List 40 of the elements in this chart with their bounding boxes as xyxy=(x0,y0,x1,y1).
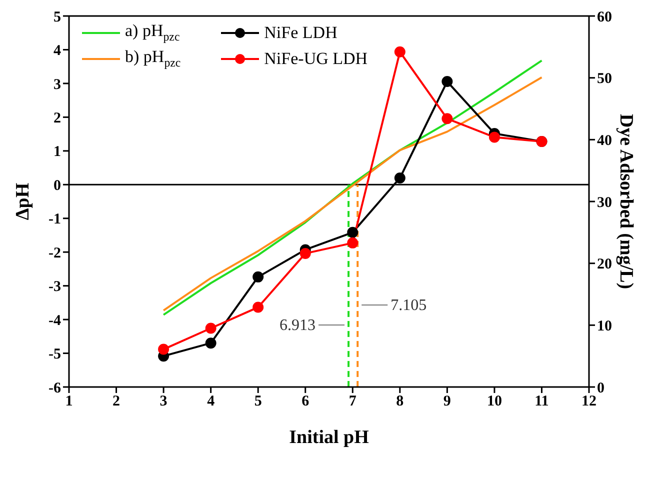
y-tick-label: -5 xyxy=(48,346,61,363)
legend-label: NiFe LDH xyxy=(264,23,338,42)
y-tick-label: -4 xyxy=(48,312,62,329)
y2-tick-label: 40 xyxy=(597,132,612,149)
y-tick-label: -3 xyxy=(48,279,61,296)
x-axis-title: Initial pH xyxy=(289,427,370,448)
y-tick-label: 5 xyxy=(54,9,61,26)
y-tick-label: -1 xyxy=(48,212,61,228)
x-tick-label: 1 xyxy=(65,394,73,410)
x-tick-label: 3 xyxy=(160,394,168,410)
legend-label: b) pH$_{pzc}$ xyxy=(125,47,181,70)
x-tick-label: 5 xyxy=(254,394,262,410)
x-tick-label: 4 xyxy=(207,394,216,410)
y2-tick-label: 60 xyxy=(597,9,612,26)
y-tick-label: -6 xyxy=(48,380,62,396)
x-tick-label: 2 xyxy=(112,394,120,410)
y2-tick-label: 50 xyxy=(597,71,612,88)
x-tick-label: 8 xyxy=(396,394,404,410)
x-tick-label: 11 xyxy=(534,394,549,410)
x-tick-label: 12 xyxy=(582,394,596,410)
x-tick-label: 7 xyxy=(348,394,357,410)
y2-axis-title: Dye Adsorbed (mg/L) xyxy=(615,114,636,290)
y-tick-label: 2 xyxy=(54,110,61,127)
y2-tick-label: 20 xyxy=(597,256,612,273)
y-tick-label: 3 xyxy=(54,76,61,93)
y2-tick-label: 30 xyxy=(597,194,612,211)
ref-line-label: 6.913 xyxy=(280,317,316,334)
y-tick-label: -2 xyxy=(48,245,61,262)
y2-tick-label: 0 xyxy=(597,380,604,396)
y-tick-label: 4 xyxy=(54,43,62,60)
y-axis-title: ΔpH xyxy=(12,182,34,220)
y2-tick-label: 10 xyxy=(597,318,612,334)
x-tick-label: 9 xyxy=(443,394,451,410)
x-tick-label: 6 xyxy=(302,394,310,410)
legend-label: a) pH$_{pzc}$ xyxy=(125,21,180,44)
legend-label: NiFe-UG LDH xyxy=(264,49,368,68)
y-tick-label: 0 xyxy=(54,178,61,194)
y-tick-label: 1 xyxy=(54,144,61,160)
ref-line-label: 7.105 xyxy=(390,297,427,314)
x-tick-label: 10 xyxy=(486,394,502,410)
